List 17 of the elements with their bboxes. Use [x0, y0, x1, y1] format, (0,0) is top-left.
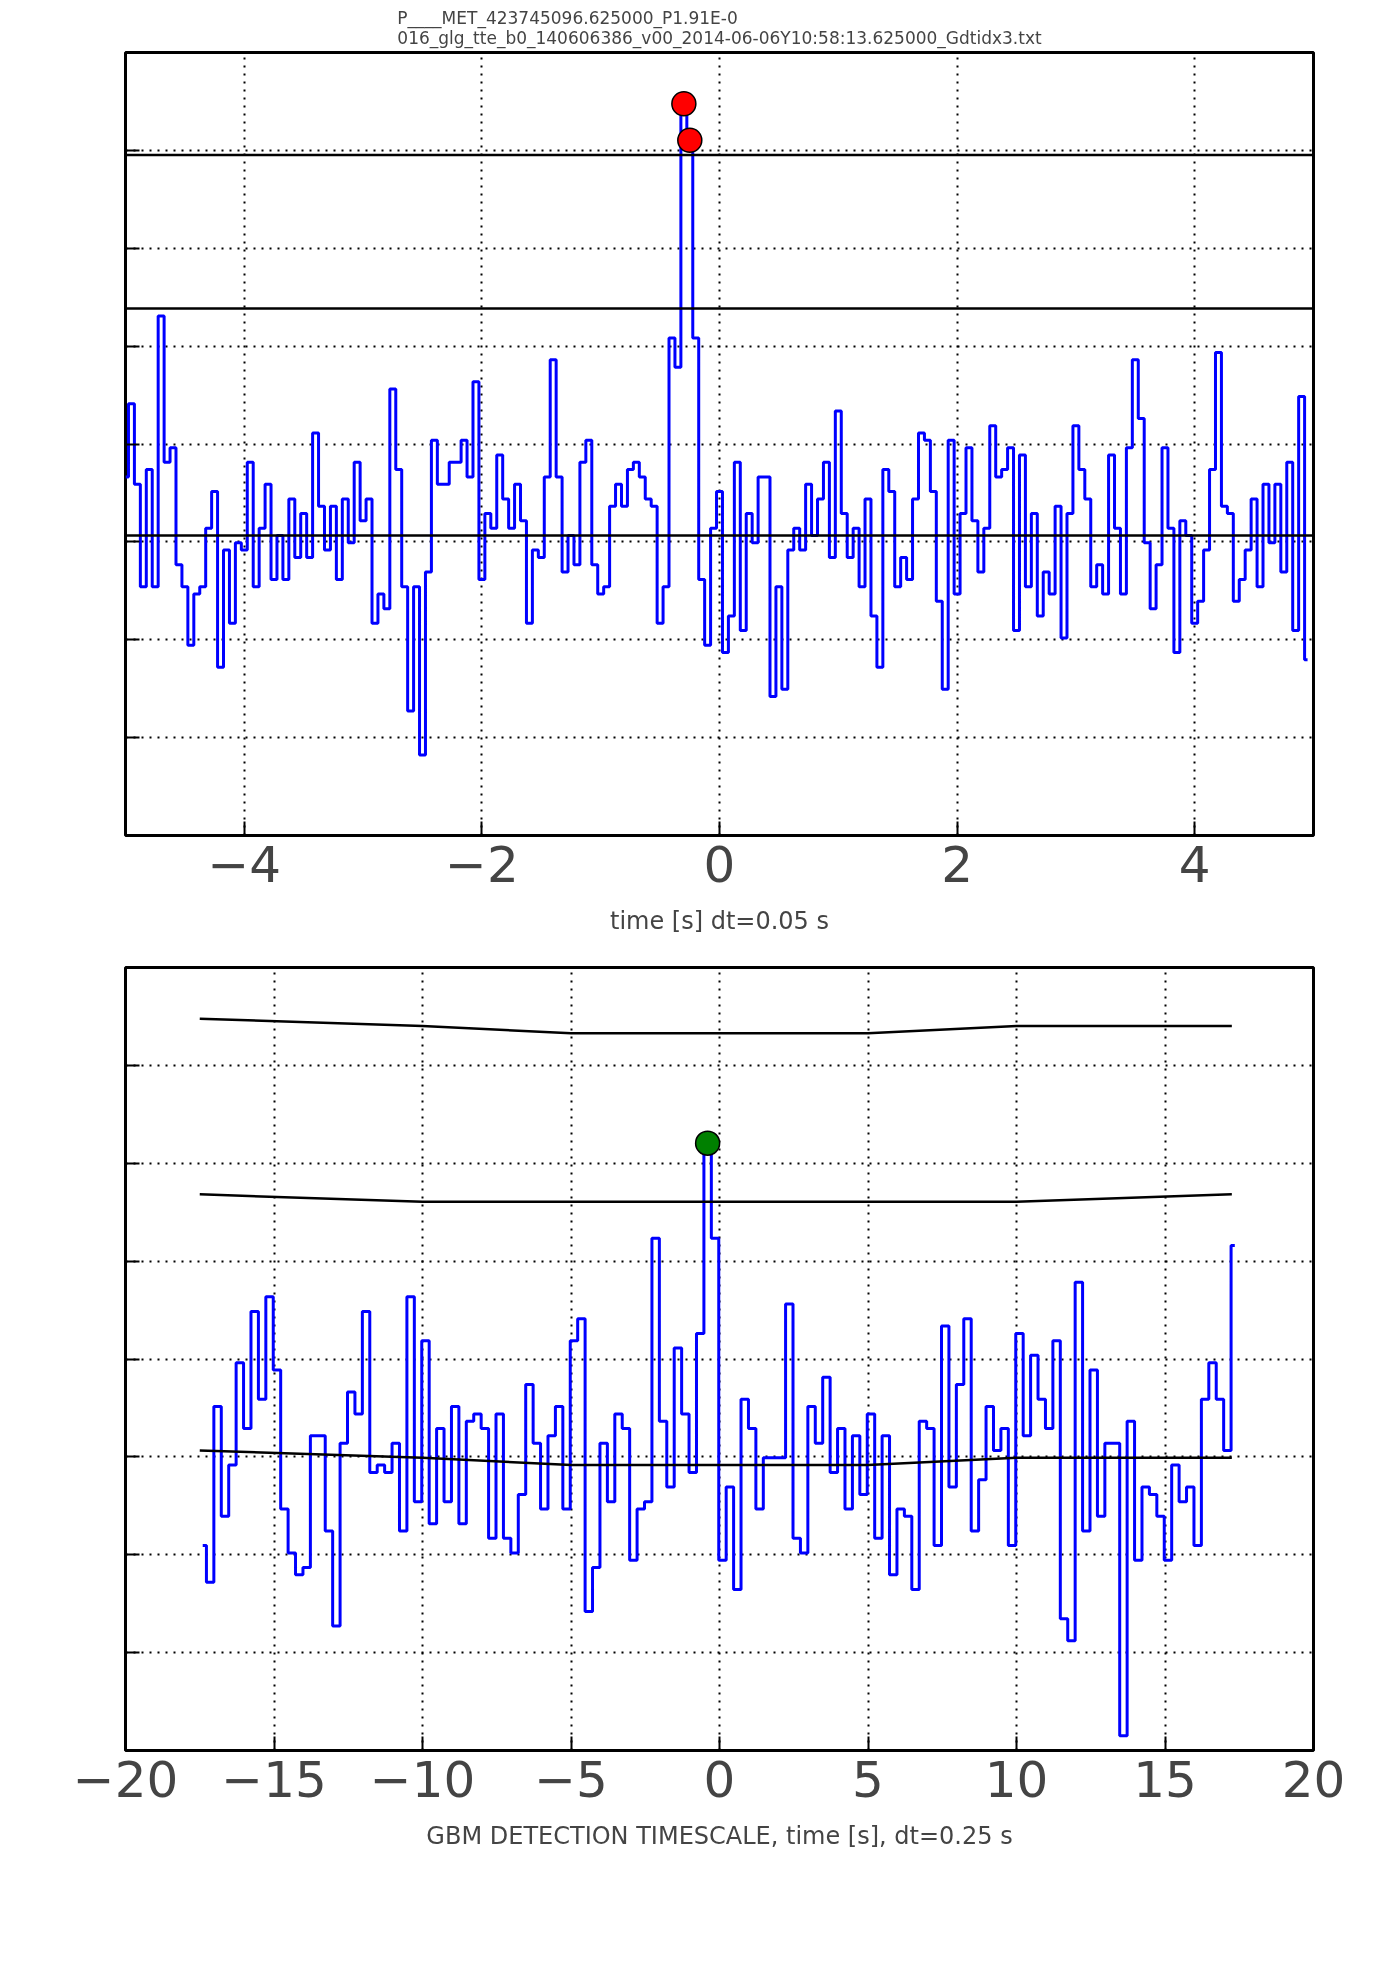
x-tick-label: 0 — [703, 1750, 736, 1809]
chart-title: P____MET_423745096.625000_P1.91E-0 016_glg_tte_b0_140606386_v00_2014-06-06Y10:58:13.625000_Gdtidx3.txt — [397, 7, 1042, 49]
x-tick-label: −4 — [207, 835, 282, 894]
x-axis-title: time [s] dt=0.05 s — [609, 906, 830, 935]
x-tick-label: 0 — [703, 835, 736, 894]
x-axis-title: GBM DETECTION TIMESCALE, time [s], dt=0.25 s — [426, 1821, 1013, 1850]
x-tick-label: 10 — [984, 1750, 1049, 1809]
x-tick-label: −2 — [445, 835, 519, 894]
x-tick-label: 2 — [941, 835, 974, 894]
x-tick-label: −5 — [534, 1750, 608, 1809]
x-tick-label: 15 — [1133, 1750, 1197, 1809]
x-tick-label: 5 — [852, 1750, 884, 1809]
x-tick-label: −20 — [72, 1750, 179, 1809]
x-tick-label: 20 — [1281, 1750, 1346, 1809]
x-tick-label: 4 — [1178, 835, 1211, 894]
x-tick-label: −15 — [221, 1750, 327, 1809]
x-tick-label: −10 — [369, 1750, 476, 1809]
